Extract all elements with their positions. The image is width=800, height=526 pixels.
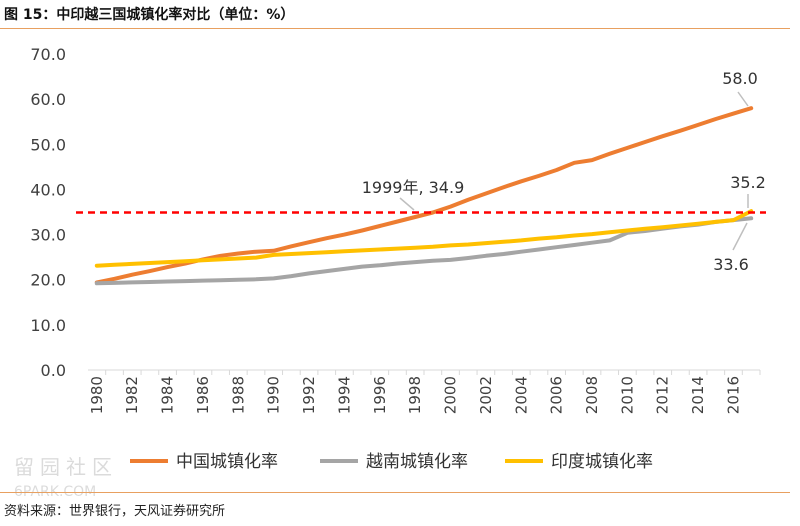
data-label: 58.0 (722, 69, 758, 88)
annotations: 58.0 1999年, 34.9 35.2 33.6 (362, 69, 766, 274)
legend-label-0: 中国城镇化率 (176, 452, 278, 472)
series-line-1 (94, 216, 754, 286)
x-tick-label: 2014 (689, 376, 707, 414)
series-line-2 (94, 209, 754, 268)
annotation-leader (737, 91, 749, 107)
source-divider (0, 492, 790, 493)
y-tick-label: 40.0 (30, 180, 66, 199)
x-tick-label: 2000 (442, 376, 460, 414)
data-label: 35.2 (730, 173, 766, 192)
y-tick-label: 20.0 (30, 271, 66, 290)
data-label: 1999年, 34.9 (362, 178, 465, 197)
title-divider (0, 28, 790, 29)
x-tick-label: 1986 (194, 376, 212, 414)
line-chart: 0.0 10.0 20.0 30.0 40.0 50.0 60.0 70.0 1980 1982… (30, 45, 766, 472)
svg-text:留园社区: 留园社区 (14, 455, 118, 479)
y-tick-label: 10.0 (30, 316, 66, 335)
x-tick-label: 1992 (300, 376, 318, 414)
x-tick-label: 2010 (618, 376, 636, 414)
annotation-leader (732, 222, 748, 251)
x-tick-label: 1990 (265, 376, 283, 414)
y-tick-label: 60.0 (30, 90, 66, 109)
x-axis: 1980 1982 1984 1986 1988 1990 1992 1994 1996 1998… (88, 369, 761, 414)
y-axis: 0.0 10.0 20.0 30.0 40.0 50.0 60.0 70.0 (30, 45, 66, 380)
x-tick-label: 2012 (654, 376, 672, 414)
x-tick-label: 1996 (371, 376, 389, 414)
x-tick-label: 1994 (335, 376, 353, 414)
x-tick-label: 1980 (88, 376, 106, 414)
y-tick-label: 30.0 (30, 226, 66, 245)
legend-label-2: 印度城镇化率 (551, 452, 653, 472)
x-tick-label: 1998 (406, 376, 424, 414)
legend: 中国城镇化率 越南城镇化率 印度城镇化率 (130, 452, 653, 472)
figure-title: 图 15：中印越三国城镇化率对比（单位：%） (4, 7, 295, 23)
x-tick-label: 1982 (123, 376, 141, 414)
x-tick-label: 2002 (477, 376, 495, 414)
source-note: 资料来源：世界银行，天风证券研究所 (4, 504, 226, 519)
y-tick-label: 0.0 (41, 361, 66, 380)
x-tick-label: 1984 (159, 376, 177, 414)
y-tick-label: 70.0 (30, 45, 66, 64)
x-tick-label: 2004 (512, 376, 530, 414)
x-tick-label: 1988 (229, 376, 247, 414)
annotation-leader (399, 197, 415, 211)
watermark-logo: 留园社区 6PARK.COM (14, 455, 118, 500)
x-tick-label: 2008 (583, 376, 601, 414)
legend-label-1: 越南城镇化率 (366, 452, 468, 472)
y-tick-label: 50.0 (30, 135, 66, 154)
data-label: 33.6 (713, 255, 749, 274)
series-lines (94, 106, 754, 286)
x-tick-label: 2006 (548, 376, 566, 414)
x-tick-label: 2016 (724, 376, 742, 414)
